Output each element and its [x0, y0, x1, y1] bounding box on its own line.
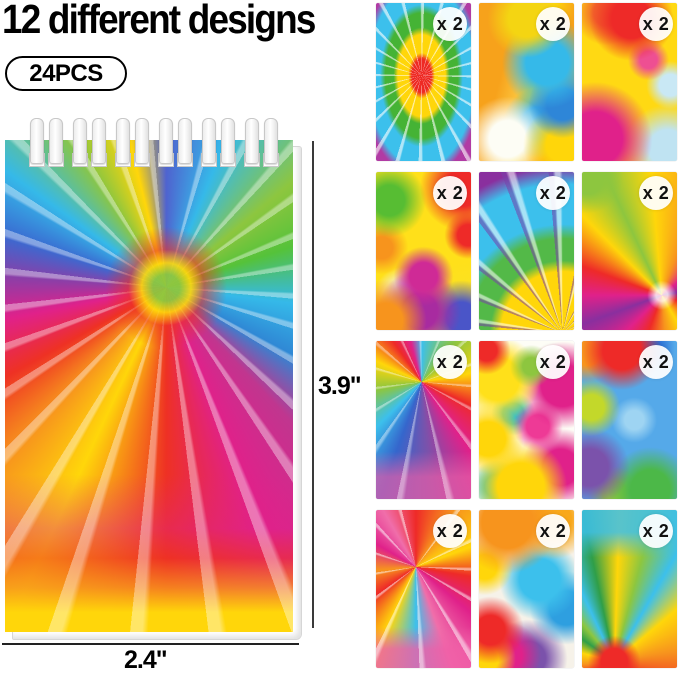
- quantity-badge: x 2: [639, 176, 673, 210]
- quantity-badge: x 2: [639, 345, 673, 379]
- quantity-badge: x 2: [433, 345, 467, 379]
- quantity-badge: x 2: [639, 514, 673, 548]
- page-title: 12 different designs: [2, 0, 316, 42]
- spiral-binding-loop: [264, 118, 278, 164]
- spiral-binding-loop: [245, 118, 259, 164]
- spiral-binding-loop: [92, 118, 106, 164]
- spiral-binding-loop: [73, 118, 87, 164]
- quantity-badge: x 2: [433, 7, 467, 41]
- design-thumbnail-3: x 2: [582, 3, 677, 161]
- design-thumbnail-8: x 2: [479, 341, 574, 499]
- quantity-badge: x 2: [639, 7, 673, 41]
- height-dimension-line: [312, 141, 314, 628]
- piece-count-badge: 24PCS: [5, 56, 127, 91]
- design-thumbnail-7: x 2: [376, 341, 471, 499]
- spiral-binding-loop: [49, 118, 63, 164]
- design-thumbnail-10: x 2: [376, 510, 471, 668]
- quantity-badge: x 2: [536, 514, 570, 548]
- design-thumbnail-9: x 2: [582, 341, 677, 499]
- design-thumbnail-5: x 2: [479, 172, 574, 330]
- quantity-badge: x 2: [536, 176, 570, 210]
- design-thumbnail-4: x 2: [376, 172, 471, 330]
- spiral-binding-loop: [116, 118, 130, 164]
- spiral-binding-loop: [178, 118, 192, 164]
- design-grid: x 2 x 2 x 2 x 2 x 2 x 2 x 2 x 2 x 2 x 2 …: [376, 3, 679, 668]
- notepad-tiedye-cover: [5, 140, 293, 632]
- quantity-badge: x 2: [433, 176, 467, 210]
- width-dimension-line: [2, 643, 299, 645]
- design-thumbnail-6: x 2: [582, 172, 677, 330]
- spiral-binding-loop: [135, 118, 149, 164]
- design-thumbnail-1: x 2: [376, 3, 471, 161]
- width-dimension-label: 2.4": [124, 646, 168, 674]
- design-thumbnail-2: x 2: [479, 3, 574, 161]
- quantity-badge: x 2: [433, 514, 467, 548]
- quantity-badge: x 2: [536, 7, 570, 41]
- design-thumbnail-11: x 2: [479, 510, 574, 668]
- spiral-binding-loop: [221, 118, 235, 164]
- spiral-binding-loop: [159, 118, 173, 164]
- spiral-binding-loop: [30, 118, 44, 164]
- design-thumbnail-12: x 2: [582, 510, 677, 668]
- height-dimension-label: 3.9": [318, 372, 362, 400]
- quantity-badge: x 2: [536, 345, 570, 379]
- spiral-binding-loop: [202, 118, 216, 164]
